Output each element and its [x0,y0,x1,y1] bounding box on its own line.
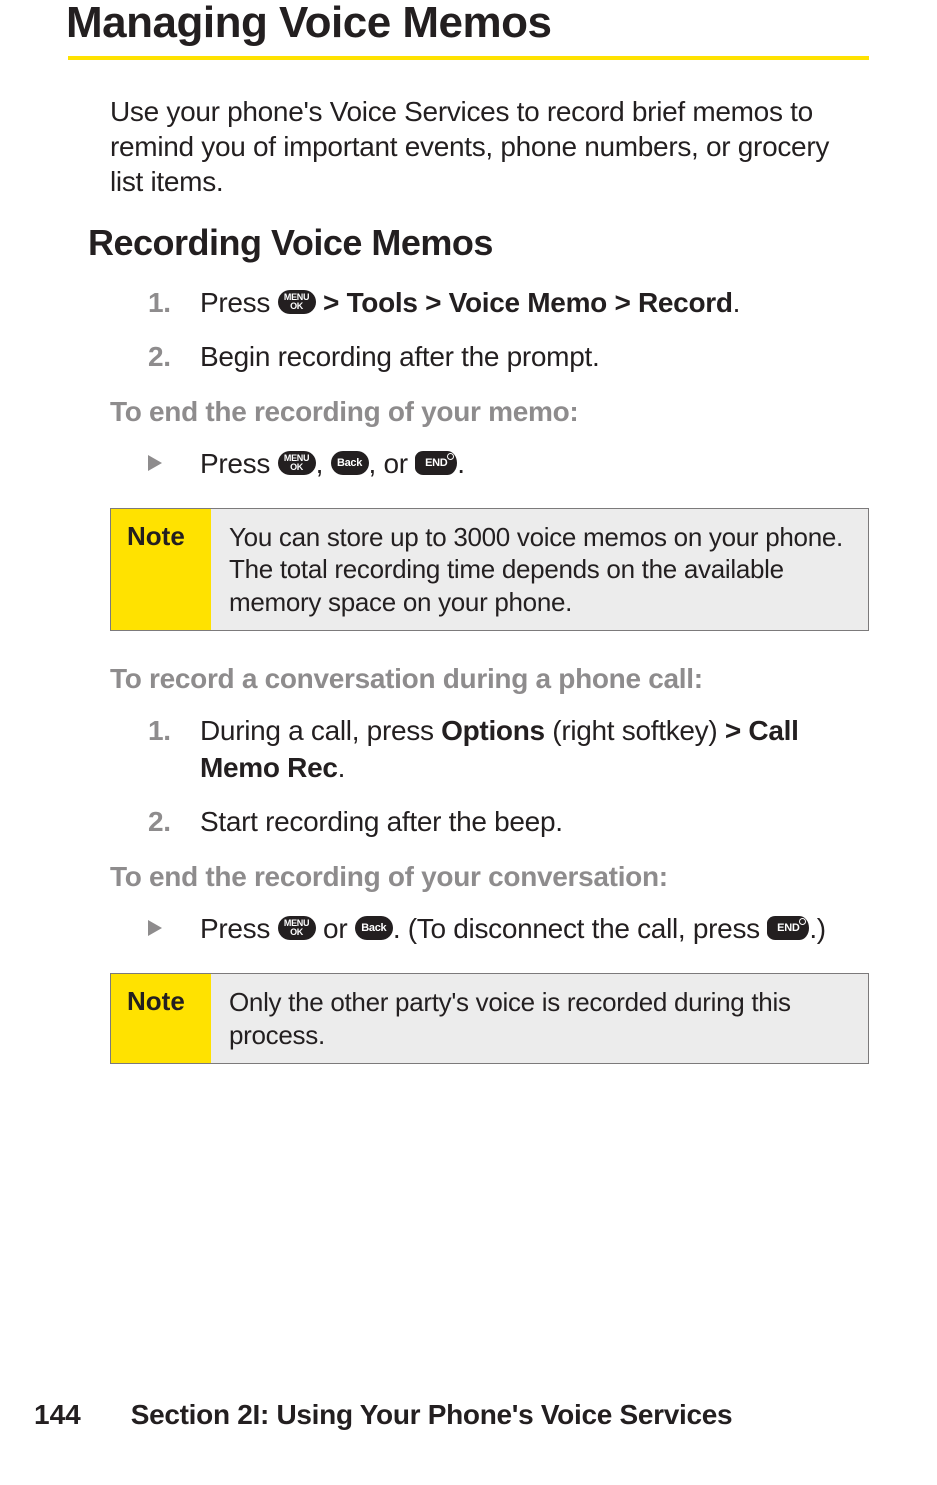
back-key-icon: Back [331,451,369,475]
step-pre: During a call, press [200,715,441,746]
page-number: 144 [34,1399,81,1431]
bullet-pre: Press [200,448,278,479]
tail: . [457,448,464,479]
bullet-end-memo: Press MENUOK, Back, or END. [148,446,869,482]
step-text: Start recording after the beep. [200,806,563,837]
menu-path: > Tools > Voice Memo > Record [316,287,733,318]
intro-paragraph: Use your phone's Voice Services to recor… [110,94,869,199]
sub-heading-end-conversation: To end the recording of your conversatio… [110,861,937,893]
end-key-icon: END [767,916,809,940]
note-content: You can store up to 3000 voice memos on … [211,509,868,631]
note-box-1: Note You can store up to 3000 voice memo… [110,508,869,632]
title-rule [68,56,869,60]
end-key-icon: END [415,451,457,475]
step-number: 2. [148,804,171,840]
menu-ok-key-icon: MENUOK [278,290,316,314]
step-tail: . [733,287,740,318]
step-1: 1. Press MENUOK > Tools > Voice Memo > R… [148,285,869,321]
step-number: 1. [148,285,171,321]
page: Managing Voice Memos Use your phone's Vo… [0,0,937,1485]
note-label: Note [111,509,211,631]
step-2: 2. Start recording after the beep. [148,804,869,840]
section-label: Section 2I: Using Your Phone's Voice Ser… [131,1399,733,1431]
mid: . (To disconnect the call, press [393,913,768,944]
note-box-2: Note Only the other party's voice is rec… [110,973,869,1064]
page-title: Managing Voice Memos [66,0,937,46]
options-label: Options [441,715,545,746]
tail: .) [809,913,826,944]
step-2: 2. Begin recording after the prompt. [148,339,869,375]
back-key-icon: Back [355,916,393,940]
sep: or [316,913,355,944]
bullet-item: Press MENUOK, Back, or END. [148,446,869,482]
steps-list-1: 1. Press MENUOK > Tools > Voice Memo > R… [148,285,869,376]
sep: , or [369,448,416,479]
step-mid: (right softkey) [545,715,725,746]
step-number: 2. [148,339,171,375]
step-text: Press [200,287,278,318]
bullet-item: Press MENUOK or Back. (To disconnect the… [148,911,869,947]
sub-heading-end-memo: To end the recording of your memo: [110,396,937,428]
menu-ok-key-icon: MENUOK [278,451,316,475]
note-label: Note [111,974,211,1063]
step-tail: . [338,752,345,783]
step-text: Begin recording after the prompt. [200,341,599,372]
note-content: Only the other party's voice is recorded… [211,974,868,1063]
bullet-pre: Press [200,913,278,944]
sep: , [316,448,331,479]
menu-ok-key-icon: MENUOK [278,916,316,940]
bullet-end-conversation: Press MENUOK or Back. (To disconnect the… [148,911,869,947]
step-number: 1. [148,713,171,749]
step-1: 1. During a call, press Options (right s… [148,713,869,786]
steps-list-2: 1. During a call, press Options (right s… [148,713,869,840]
page-footer: 144 Section 2I: Using Your Phone's Voice… [0,1399,937,1431]
sub-heading-record-call: To record a conversation during a phone … [110,663,937,695]
section-heading-recording: Recording Voice Memos [88,223,937,263]
